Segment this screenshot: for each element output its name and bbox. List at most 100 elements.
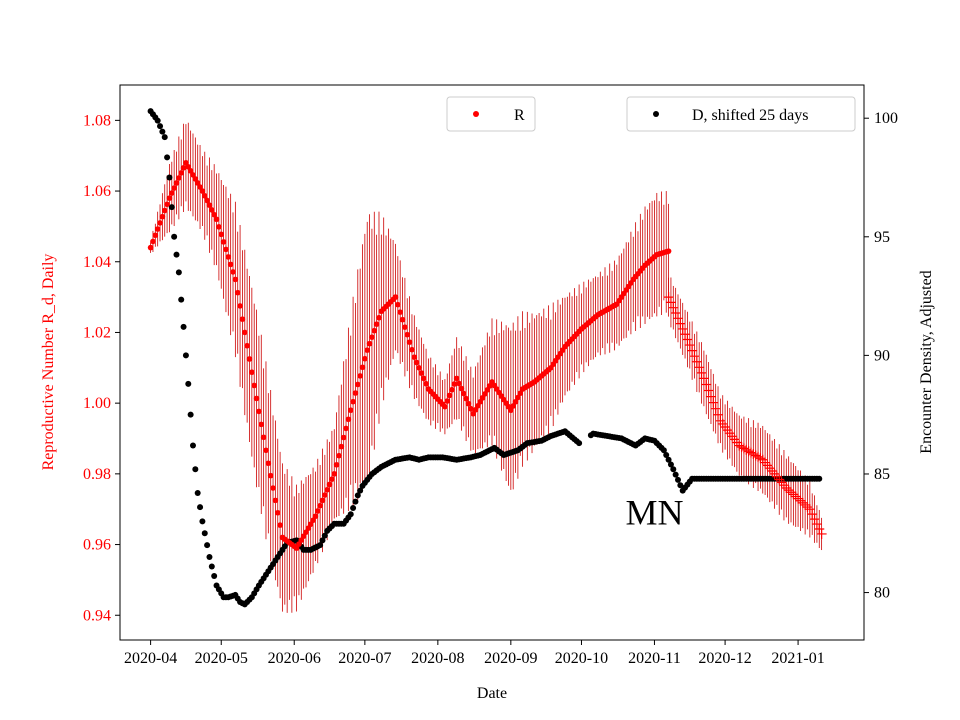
r-point (227, 261, 234, 268)
r-projected-point (675, 318, 686, 329)
r-projected-point (663, 292, 674, 303)
r-point (345, 416, 352, 423)
r-point (416, 365, 422, 371)
d-point (201, 530, 208, 537)
r-point (512, 398, 519, 405)
r-point (241, 329, 248, 336)
r-point (157, 220, 163, 226)
r-point (201, 192, 208, 199)
x-tick-label: 2020-10 (555, 650, 608, 667)
d-point (576, 440, 583, 447)
r-point (223, 246, 229, 253)
d-point (672, 471, 679, 478)
left-y-axis-label: Reproductive Number R_d, Daily (40, 254, 57, 471)
d-point (667, 461, 674, 468)
r-point (357, 373, 363, 379)
r-point (312, 513, 319, 520)
r-point (392, 294, 399, 300)
r-projected-point (708, 397, 719, 408)
r-point (331, 471, 338, 477)
r-point (409, 346, 415, 353)
d-point (208, 563, 215, 570)
r-projected-point (696, 367, 707, 378)
r-point (468, 405, 474, 412)
d-point (670, 466, 677, 473)
r-projected-point (797, 497, 808, 508)
d-point (171, 233, 178, 240)
r-point (164, 201, 170, 208)
r-point (213, 216, 220, 223)
d-point (352, 498, 359, 505)
r-point (173, 180, 180, 186)
legend-r-marker (473, 111, 479, 117)
right-tick-label: 90 (874, 347, 890, 364)
d-point (199, 518, 206, 525)
r-point (230, 269, 236, 275)
r-point (232, 276, 239, 283)
right-y-axis-label: Encounter Density, Adjusted (918, 270, 935, 453)
right-tick-label: 85 (874, 466, 890, 483)
plot-area (147, 108, 827, 613)
d-point (675, 476, 681, 483)
left-tick-label: 1.00 (83, 395, 111, 412)
r-projected-point (809, 514, 820, 525)
d-point (211, 572, 218, 579)
r-point (322, 492, 328, 498)
right-tick-label: 100 (874, 110, 898, 127)
r-point (444, 398, 451, 404)
r-point (460, 390, 467, 397)
r-projected-point (800, 499, 811, 510)
r-point (185, 164, 192, 170)
d-point (180, 323, 187, 330)
plot-frame (119, 84, 865, 641)
r-point (402, 324, 408, 330)
r-point (411, 354, 418, 360)
d-point (204, 542, 211, 549)
r-point (178, 170, 185, 176)
d-point (166, 174, 173, 181)
d-point (154, 117, 161, 124)
r-point (187, 168, 194, 174)
r-point (267, 472, 274, 479)
r-projected-point (802, 502, 813, 513)
r-point (239, 316, 246, 322)
r-point (338, 443, 345, 450)
r-point (510, 403, 516, 409)
r-projected-point (668, 302, 679, 313)
r-point (180, 165, 187, 171)
r-point (451, 381, 458, 387)
r-point (376, 314, 382, 321)
r-point (340, 434, 347, 441)
left-tick-label: 0.98 (83, 466, 111, 483)
d-point (178, 296, 185, 303)
r-point (458, 385, 465, 392)
r-point (260, 434, 267, 441)
d-point (321, 532, 328, 539)
r-point (359, 364, 366, 371)
r-point (270, 485, 276, 491)
r-projected-point (689, 351, 700, 362)
r-point (371, 327, 378, 334)
x-tick-label: 2020-05 (195, 650, 248, 667)
r-point (420, 375, 427, 382)
r-projected-point (687, 345, 698, 356)
d-point (665, 456, 672, 463)
d-point (816, 475, 823, 482)
r-point (397, 309, 403, 315)
r-projected-point (705, 391, 716, 402)
r-point (237, 303, 243, 309)
r-point (333, 461, 340, 468)
r-projected-point (788, 489, 799, 500)
r-point (274, 509, 281, 516)
r-projected-point (677, 323, 688, 334)
r-point (343, 425, 349, 432)
legend-r-label: R (514, 107, 525, 124)
legend-d: D, shifted 25 days (626, 96, 856, 132)
r-projected-point (790, 491, 801, 502)
chart-annotation: MN (625, 493, 683, 533)
r-point (517, 390, 524, 397)
r-point (399, 316, 406, 323)
d-point (159, 128, 166, 135)
r-point (423, 380, 429, 387)
